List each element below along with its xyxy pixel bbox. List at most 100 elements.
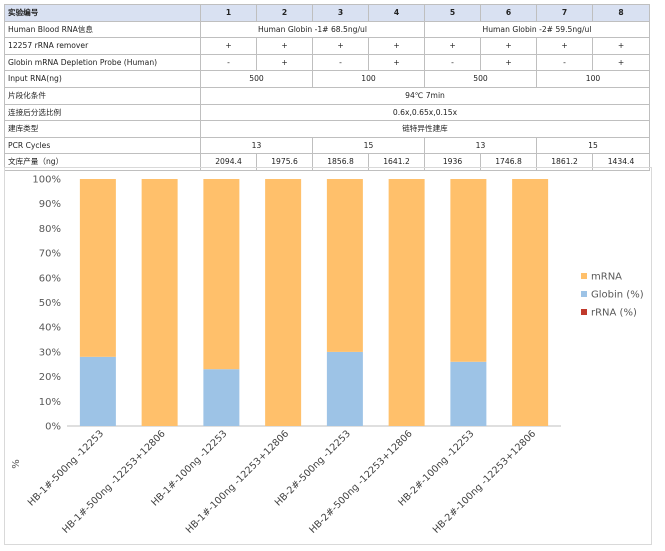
legend-label: rRNA (%): [591, 308, 637, 319]
chart-canvas: 0% 10% 20% 30% 40% 50% 60% 70% 80% 90% 100% HB-1#-…: [11, 175, 644, 536]
table-cell: -: [200, 53, 257, 72]
table-cell: 2094.4: [200, 153, 257, 171]
table-cell: +: [312, 37, 369, 55]
table-cell: 1434.4: [592, 153, 650, 171]
table-cell: 1936: [424, 153, 481, 171]
table-cell: 500: [424, 70, 537, 88]
row-label: 文库产量（ng）: [4, 153, 201, 171]
table-cell: +: [592, 37, 650, 55]
table-row: 连接后分选比例 0.6x,0.65x,0.15x: [4, 103, 650, 122]
table-cell: 94℃ 7min: [200, 86, 650, 105]
y-tick-label: 50%: [39, 298, 61, 309]
table-cell: 15: [536, 136, 650, 155]
table-cell: -: [312, 53, 369, 72]
table-cell: 13: [424, 136, 537, 155]
table-cell: +: [368, 37, 425, 55]
table-cell: 15: [312, 136, 425, 155]
bar-segment: [388, 179, 425, 426]
legend-label: mRNA: [591, 272, 622, 283]
y-tick-label: 0%: [45, 422, 61, 433]
legend-swatch: [581, 273, 587, 279]
stacked-bar-chart: 0% 10% 20% 30% 40% 50% 60% 70% 80% 90% 100% HB-1#-…: [4, 167, 652, 545]
bar-segment: [326, 351, 363, 426]
header-sample-cell: 5: [424, 4, 481, 22]
row-label: 建库类型: [4, 120, 201, 138]
bar-segment: [326, 179, 363, 352]
table-cell: +: [592, 53, 650, 72]
row-label: Human Blood RNA信息: [4, 20, 201, 39]
table-cell: 1975.6: [256, 153, 313, 171]
table-row: Input RNA(ng) 500 100 500 100: [4, 70, 650, 88]
table-row: PCR Cycles 13 15 13 15: [4, 136, 650, 155]
header-sample-cell: 6: [480, 4, 537, 22]
table-cell: Human Globin -2# 59.5ng/ul: [424, 20, 650, 39]
bar-segment: [79, 179, 116, 357]
table-cell: 1856.8: [312, 153, 369, 171]
table-header-row: 实验编号 1 2 3 4 5 6 7 8: [4, 4, 650, 22]
table-row: Human Blood RNA信息 Human Globin -1# 68.5ng…: [4, 20, 650, 39]
row-label: Globin mRNA Depletion Probe (Human): [4, 53, 201, 72]
bar-segment: [203, 369, 240, 426]
y-axis-label: %: [11, 459, 22, 469]
header-label-cell: 实验编号: [4, 4, 201, 22]
row-label: 12257 rRNA remover: [4, 37, 201, 55]
table-cell: +: [368, 53, 425, 72]
table-cell: 100: [312, 70, 425, 88]
table-row: 12257 rRNA remover + + + + + + + +: [4, 37, 650, 55]
y-tick-label: 20%: [39, 372, 61, 383]
legend-swatch: [581, 291, 587, 297]
y-tick-label: 90%: [39, 199, 61, 210]
table-row: 文库产量（ng） 2094.4 1975.6 1856.8 1641.2 1936 1746…: [4, 153, 650, 171]
bar-segment: [512, 179, 549, 426]
row-label: 连接后分选比例: [4, 103, 201, 122]
table-cell: +: [480, 53, 537, 72]
x-tick-label: HB-2#-500ng -12253+12806: [307, 428, 414, 535]
table-cell: +: [480, 37, 537, 55]
bar-segment: [265, 179, 302, 426]
bar-segment: [203, 179, 240, 370]
table-cell: 500: [200, 70, 313, 88]
header-sample-cell: 7: [536, 4, 593, 22]
table-cell: +: [536, 37, 593, 55]
header-sample-cell: 3: [312, 4, 369, 22]
bar-segment: [450, 179, 487, 362]
table-cell: -: [424, 53, 481, 72]
legend-label: Globin (%): [591, 290, 644, 301]
table-cell: Human Globin -1# 68.5ng/ul: [200, 20, 425, 39]
row-label: PCR Cycles: [4, 136, 201, 155]
table-cell: +: [424, 37, 481, 55]
x-tick-label: HB-2#-100ng -12253+12806: [431, 428, 538, 535]
table-cell: 0.6x,0.65x,0.15x: [200, 103, 650, 122]
y-tick-label: 70%: [39, 249, 61, 260]
y-tick-label: 40%: [39, 323, 61, 334]
legend-swatch: [581, 309, 587, 315]
y-tick-label: 10%: [39, 397, 61, 408]
y-tick-label: 80%: [39, 224, 61, 235]
table-cell: 链特异性建库: [200, 120, 650, 138]
table-cell: +: [256, 53, 313, 72]
table-cell: 1861.2: [536, 153, 593, 171]
table-row: 建库类型 链特异性建库: [4, 120, 650, 138]
table-cell: 13: [200, 136, 313, 155]
table-row: Globin mRNA Depletion Probe (Human) - + - + -…: [4, 53, 650, 72]
y-tick-label: 60%: [39, 273, 61, 284]
table-row: 片段化条件 94℃ 7min: [4, 86, 650, 105]
table-cell: 100: [536, 70, 650, 88]
table-cell: +: [256, 37, 313, 55]
header-sample-cell: 1: [200, 4, 257, 22]
header-sample-cell: 4: [368, 4, 425, 22]
bar-segment: [141, 179, 178, 426]
y-tick-label: 30%: [39, 347, 61, 358]
bar-segment: [450, 361, 487, 426]
experiment-table: 实验编号 1 2 3 4 5 6 7 8 Human Blood RNA信息 Human Globi…: [4, 4, 650, 171]
row-label: 片段化条件: [4, 86, 201, 105]
header-sample-cell: 8: [592, 4, 650, 22]
x-tick-label: HB-1#-100ng -12253+12806: [184, 428, 291, 535]
row-label: Input RNA(ng): [4, 70, 201, 88]
table-cell: +: [200, 37, 257, 55]
bar-segment: [79, 356, 116, 426]
table-cell: -: [536, 53, 593, 72]
header-sample-cell: 2: [256, 4, 313, 22]
y-tick-label: 100%: [32, 175, 61, 186]
x-tick-label: HB-1#-500ng -12253+12806: [60, 428, 167, 535]
